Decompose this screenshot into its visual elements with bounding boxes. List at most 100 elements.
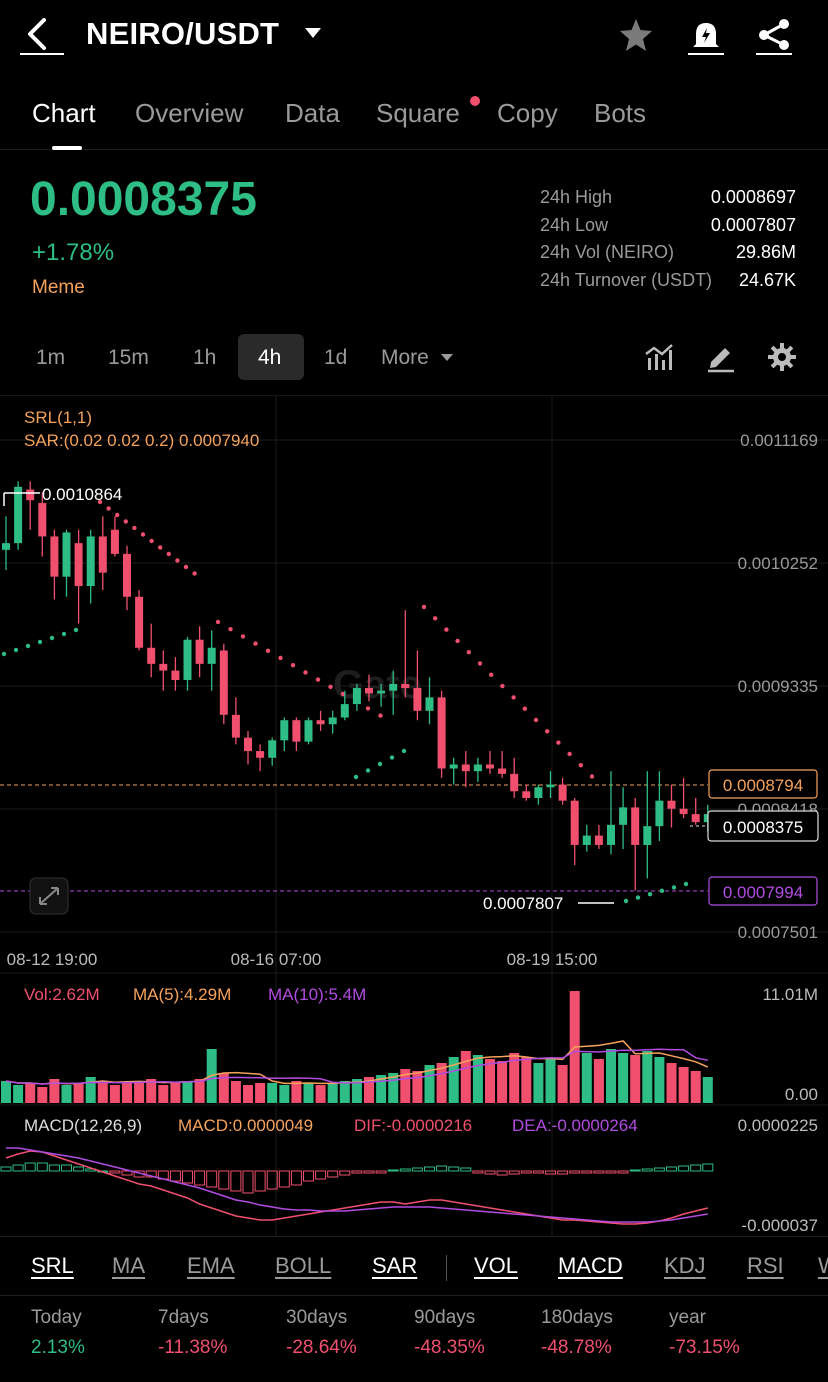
perf-label-30days: 30days (286, 1307, 348, 1328)
tab-square[interactable]: Square (376, 98, 460, 128)
stat-value-high: 0.0008697 (710, 187, 796, 207)
candle-body (437, 697, 446, 769)
tab-copy[interactable]: Copy (497, 98, 558, 128)
candle-body (413, 688, 422, 711)
perf-label-today: Today (31, 1307, 82, 1328)
volume-bar (509, 1053, 520, 1103)
time-axis: 08-12 19:00 08-16 07:00 08-19 15:00 (7, 950, 598, 969)
tab-chart[interactable]: Chart (32, 98, 96, 128)
macd-bar (339, 1170, 351, 1176)
indicator-sar[interactable]: SAR (372, 1253, 418, 1278)
sar-dot (466, 650, 471, 655)
volume-bar (230, 1081, 241, 1103)
macd-bar (303, 1170, 314, 1182)
sar-dots (1, 499, 689, 904)
x-tick: 08-16 07:00 (231, 950, 322, 969)
stat-label-high: 24h High (540, 187, 613, 207)
volume-bar (134, 1081, 145, 1103)
gear-icon[interactable] (765, 340, 799, 374)
srl-lower-tag (708, 876, 818, 906)
sar-dot (192, 571, 197, 576)
sar-dot (1, 651, 7, 657)
candle-body (522, 791, 531, 799)
volume-bar (49, 1079, 60, 1103)
sar-dot (73, 627, 79, 633)
volume-bar (255, 1083, 266, 1103)
tab-overview[interactable]: Overview (135, 98, 244, 128)
indicator-kdj[interactable]: KDJ (664, 1253, 706, 1278)
chevron-down-icon[interactable] (441, 354, 453, 361)
macd-bar (12, 1164, 24, 1172)
pair-title[interactable]: NEIRO/USDT (86, 16, 280, 51)
interval-1h[interactable]: 1h (193, 346, 217, 369)
indicator-w[interactable]: W (818, 1253, 828, 1279)
volume-bar (122, 1083, 132, 1103)
volume-ma10-line (5, 1048, 708, 1085)
indicator-srl[interactable]: SRL (31, 1253, 74, 1278)
perf-value-30days: -28.64% (286, 1337, 357, 1358)
macd-bar (24, 1162, 36, 1172)
macd-bar (169, 1170, 181, 1182)
volume-bar (61, 1085, 72, 1103)
stat-value-turnover: 24.67K (738, 270, 796, 290)
expand-icon[interactable] (29, 877, 69, 915)
indicator-boll[interactable]: BOLL (275, 1253, 332, 1278)
candle-body (473, 764, 482, 772)
volume-bar (291, 1081, 302, 1103)
perf-value-7days: -11.38% (158, 1337, 228, 1358)
sar-dot (61, 631, 67, 637)
candle-body (86, 536, 95, 587)
sar-dot (290, 663, 296, 668)
indicator-ema[interactable]: EMA (187, 1253, 235, 1278)
volume-bar (279, 1085, 290, 1103)
chevron-down-icon[interactable] (305, 28, 321, 38)
interval-1d[interactable]: 1d (324, 346, 348, 369)
chart-area[interactable]: Gate SRL(1,1) SAR:(0.02 0.02 0.2) 0.0007… (0, 395, 828, 1236)
category-tag[interactable]: Meme (32, 277, 85, 298)
indicator-rsi[interactable]: RSI (747, 1253, 784, 1278)
candle-body (619, 807, 628, 825)
draw-pencil-icon[interactable] (704, 340, 738, 374)
sar-dot (315, 677, 321, 682)
interval-active-bg (238, 334, 304, 380)
candle-body (558, 784, 567, 801)
candle-body (643, 826, 652, 845)
star-icon[interactable] (614, 14, 658, 58)
volume-bar (618, 1053, 629, 1103)
perf-label-90days: 90days (414, 1307, 476, 1328)
tab-data[interactable]: Data (285, 98, 340, 128)
indicator-macd[interactable]: MACD (558, 1253, 623, 1278)
sar-dot (659, 888, 665, 893)
interval-1m[interactable]: 1m (36, 346, 66, 369)
macd-bar (666, 1166, 677, 1172)
indicator-ma[interactable]: MA (112, 1253, 145, 1278)
last-price: 0.0008375 (30, 173, 257, 226)
bell-icon[interactable] (684, 14, 728, 58)
candle-body (183, 639, 192, 680)
macd-bar (508, 1170, 520, 1175)
sar-dot (671, 885, 677, 890)
indicator-chart-icon[interactable] (642, 340, 676, 374)
sar-dot (365, 768, 371, 773)
candle-body (74, 543, 83, 587)
share-icon[interactable] (752, 14, 796, 58)
sar-dot (303, 670, 308, 675)
sar-dot (477, 661, 483, 666)
candle-body (147, 647, 156, 664)
back-arrow-icon[interactable] (18, 14, 66, 58)
volume-bar (593, 1059, 604, 1103)
volume-bar (606, 1049, 616, 1103)
candle-body (14, 486, 23, 544)
volume-bar (678, 1067, 689, 1103)
candle-body (510, 773, 519, 792)
macd-bar (315, 1170, 327, 1180)
macd-bar (593, 1170, 605, 1174)
interval-more[interactable]: More (381, 346, 429, 369)
indicator-vol[interactable]: VOL (474, 1253, 519, 1278)
macd-min-label: -0.000037 (741, 1216, 818, 1235)
interval-4h[interactable]: 4h (258, 346, 282, 369)
candlestick-chart[interactable]: Gate SRL(1,1) SAR:(0.02 0.02 0.2) 0.0007… (0, 396, 828, 1236)
interval-15m[interactable]: 15m (108, 346, 149, 369)
sar-dot (228, 627, 233, 632)
tab-bots[interactable]: Bots (594, 98, 647, 128)
